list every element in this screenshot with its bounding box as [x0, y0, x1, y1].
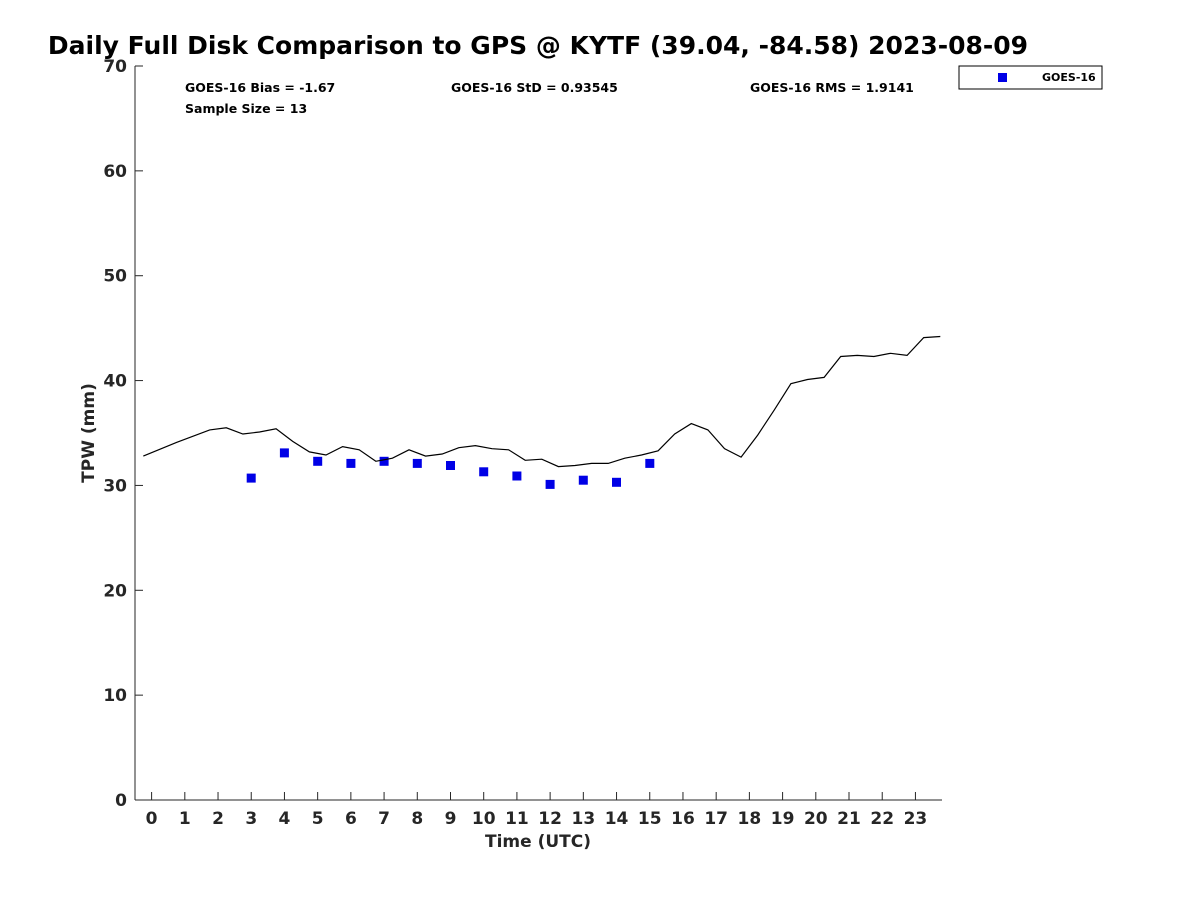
goes16-data-point: [612, 477, 621, 487]
legend-label-goes16: GOES-16: [1042, 71, 1096, 84]
x-tick-label: 1: [179, 809, 191, 829]
x-tick-label: 4: [279, 809, 291, 829]
x-tick-label: 17: [704, 809, 728, 829]
goes16-data-point: [412, 458, 422, 468]
goes16-data-point: [578, 475, 588, 485]
rms-stat: GOES-16 RMS = 1.9141: [750, 80, 914, 95]
goes16-data-point: [479, 467, 489, 477]
y-tick-label: 30: [103, 476, 127, 496]
goes16-data-point: [346, 458, 356, 468]
y-tick-label: 40: [103, 372, 127, 392]
plot-area: [143, 335, 941, 489]
x-tick-label: 23: [904, 809, 928, 829]
goes16-data-point: [313, 456, 323, 466]
legend-box: [958, 65, 1103, 90]
x-tick-label: 7: [378, 809, 390, 829]
x-tick-label: 12: [538, 809, 562, 829]
goes16-data-point: [379, 456, 389, 466]
legend-marker-goes16: [998, 73, 1007, 82]
y-axis-title: TPW (mm): [79, 383, 99, 483]
std-stat: GOES-16 StD = 0.93545: [451, 80, 618, 95]
x-tick-label: 21: [837, 809, 861, 829]
goes16-data-point: [645, 458, 655, 468]
x-tick-label: 0: [146, 809, 158, 829]
x-tick-label: 13: [571, 809, 595, 829]
x-tick-label: 10: [472, 809, 496, 829]
sample-size-stat: Sample Size = 13: [185, 101, 307, 116]
x-axis-title: Time (UTC): [485, 832, 591, 852]
y-tick-label: 20: [103, 581, 127, 601]
goes16-data-point: [246, 473, 256, 483]
x-tick-label: 5: [312, 809, 324, 829]
bias-stat: GOES-16 Bias = -1.67: [185, 80, 335, 95]
x-tick-label: 14: [605, 809, 629, 829]
y-tick-label: 0: [115, 791, 127, 811]
x-tick-label: 6: [345, 809, 357, 829]
x-tick-label: 18: [738, 809, 762, 829]
legend: GOES-16: [958, 65, 1103, 90]
y-tick-label: 60: [103, 162, 127, 182]
plot-frame: [134, 66, 942, 801]
goes16-data-point: [279, 448, 289, 458]
x-tick-label: 19: [771, 809, 795, 829]
x-tick-label: 15: [638, 809, 662, 829]
gps-reference-line: [143, 335, 941, 468]
goes16-data-point: [512, 471, 522, 481]
x-tick-label: 9: [445, 809, 457, 829]
goes16-data-point: [545, 479, 555, 489]
x-tick-label: 3: [245, 809, 257, 829]
x-axis: 0 1 2 3 4 5 6 7 8 9 10 11 12 13 14 15 16 17 18 19 20 21 22 23: [146, 792, 928, 829]
chart-title: Daily Full Disk Comparison to GPS @ KYTF…: [48, 31, 1028, 60]
y-tick-label: 10: [103, 686, 127, 706]
x-tick-label: 11: [505, 809, 529, 829]
x-tick-label: 8: [411, 809, 423, 829]
y-tick-label: 50: [103, 267, 127, 287]
x-tick-label: 16: [671, 809, 695, 829]
y-axis: 0 10 20 30 40 50 60 70: [103, 57, 143, 811]
goes16-data-point: [446, 461, 455, 470]
y-tick-label: 70: [103, 57, 127, 77]
x-tick-label: 20: [804, 809, 828, 829]
x-tick-label: 2: [212, 809, 224, 829]
x-tick-label: 22: [870, 809, 894, 829]
